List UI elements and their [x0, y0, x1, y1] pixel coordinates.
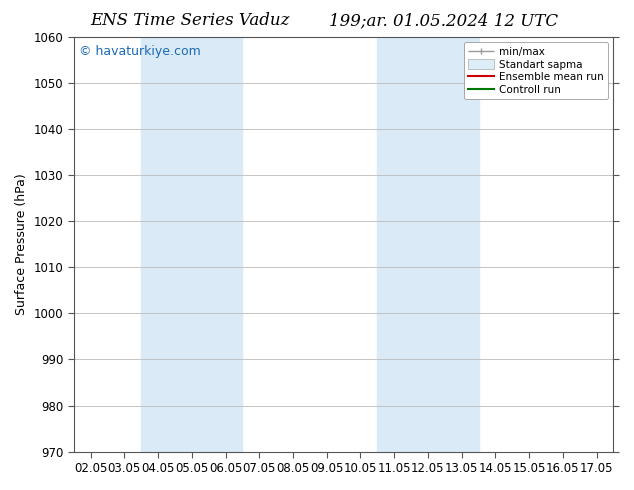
Bar: [141, 37, 242, 452]
Text: © havaturkiye.com: © havaturkiye.com: [79, 46, 201, 58]
Legend: min/max, Standart sapma, Ensemble mean run, Controll run: min/max, Standart sapma, Ensemble mean r…: [464, 42, 608, 99]
Y-axis label: Surface Pressure (hPa): Surface Pressure (hPa): [15, 173, 28, 315]
Bar: [377, 37, 479, 452]
Text: ENS Time Series Vaduz: ENS Time Series Vaduz: [91, 12, 290, 29]
Text: 199;ar. 01.05.2024 12 UTC: 199;ar. 01.05.2024 12 UTC: [329, 12, 559, 29]
